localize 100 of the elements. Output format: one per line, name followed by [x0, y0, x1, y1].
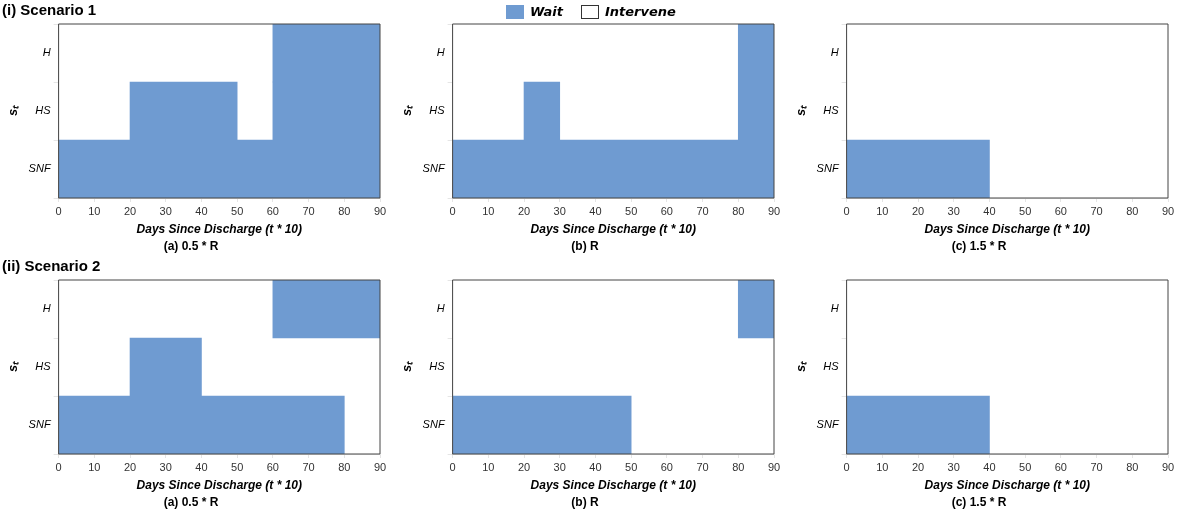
- x-tick-label: 80: [732, 460, 745, 473]
- x-tick-label: 10: [876, 204, 889, 217]
- y-tick-label: H: [42, 302, 51, 315]
- text: (c) 1.5 * R: [951, 495, 1007, 510]
- x-tick-label: 80: [732, 204, 745, 217]
- x-tick-label: 70: [696, 204, 709, 217]
- x-tick-label: 40: [983, 460, 996, 473]
- x-tick-label: 90: [767, 204, 781, 217]
- x-tick-label: 20: [911, 460, 925, 473]
- y-axis-title: sₜ: [793, 360, 809, 373]
- y-tick-label: SNF: [816, 418, 840, 431]
- x-tick-label: 40: [195, 204, 208, 217]
- x-tick-label: 60: [266, 204, 279, 217]
- x-tick-label: 70: [302, 204, 315, 217]
- text: (b) R: [571, 495, 599, 510]
- text: (a) 0.5 * R: [163, 495, 219, 510]
- bar: [272, 280, 380, 339]
- x-tick-label: 20: [911, 204, 925, 217]
- text: (b) R: [571, 239, 599, 254]
- x-tick-label: 40: [983, 204, 996, 217]
- y-tick-label: H: [42, 46, 51, 59]
- x-tick-label: 10: [876, 460, 889, 473]
- x-tick-label: 60: [266, 460, 279, 473]
- text: (c) 1.5 * R: [951, 239, 1007, 254]
- x-tick-label: 40: [195, 460, 208, 473]
- x-tick-label: 20: [123, 460, 137, 473]
- y-axis-title: sₜ: [793, 104, 809, 117]
- y-axis-title: sₜ: [5, 360, 21, 373]
- x-tick-label: 80: [338, 204, 351, 217]
- x-tick-label: 60: [660, 204, 673, 217]
- x-tick-label: 20: [517, 204, 531, 217]
- y-axis-title: sₜ: [5, 104, 21, 117]
- y-tick-label: H: [436, 302, 445, 315]
- x-tick-label: 40: [589, 204, 602, 217]
- x-tick-label: 50: [625, 204, 638, 217]
- x-tick-label: 20: [123, 204, 137, 217]
- y-tick-label: SNF: [422, 162, 446, 175]
- x-tick-label: 10: [482, 460, 495, 473]
- y-tick-label: SNF: [422, 418, 446, 431]
- x-tick-label: 0: [55, 204, 62, 217]
- y-tick-label: SNF: [816, 162, 840, 175]
- text: Intervene: [605, 4, 676, 19]
- x-tick-label: 80: [338, 460, 351, 473]
- x-tick-label: 50: [1019, 204, 1032, 217]
- x-tick-label: 70: [302, 460, 315, 473]
- x-tick-label: 60: [1054, 204, 1067, 217]
- x-tick-label: 80: [1126, 204, 1139, 217]
- y-tick-label: SNF: [28, 418, 52, 431]
- x-tick-label: 60: [660, 460, 673, 473]
- x-tick-label: 0: [55, 460, 62, 473]
- x-axis-title: Days Since Discharge (t * 10): [530, 477, 697, 492]
- y-tick-label: HS: [429, 360, 446, 373]
- y-tick-label: HS: [35, 104, 52, 117]
- y-tick-label: HS: [823, 104, 840, 117]
- y-tick-label: H: [830, 302, 839, 315]
- x-tick-label: 50: [231, 460, 244, 473]
- x-tick-label: 30: [159, 460, 172, 473]
- y-tick-label: SNF: [28, 162, 52, 175]
- y-tick-label: HS: [429, 104, 446, 117]
- x-tick-label: 80: [1126, 460, 1139, 473]
- x-axis-title: Days Since Discharge (t * 10): [924, 221, 1091, 236]
- x-tick-label: 20: [517, 460, 531, 473]
- text: (a) 0.5 * R: [163, 239, 219, 254]
- x-tick-label: 30: [553, 460, 566, 473]
- x-tick-label: 50: [1019, 460, 1032, 473]
- chart-subtitle: (i) Scenario 1: [2, 1, 97, 19]
- x-axis-title: Days Since Discharge (t * 10): [136, 221, 303, 236]
- x-tick-label: 50: [625, 460, 638, 473]
- x-axis-title: Days Since Discharge (t * 10): [530, 221, 697, 236]
- x-axis-title: Days Since Discharge (t * 10): [924, 477, 1091, 492]
- y-tick-label: HS: [823, 360, 840, 373]
- x-tick-label: 70: [1090, 204, 1103, 217]
- x-tick-label: 70: [1090, 460, 1103, 473]
- y-tick-label: HS: [35, 360, 52, 373]
- x-tick-label: 90: [1161, 204, 1175, 217]
- x-tick-label: 0: [843, 204, 850, 217]
- x-tick-label: 10: [88, 460, 101, 473]
- x-tick-label: 90: [373, 204, 387, 217]
- x-tick-label: 60: [1054, 460, 1067, 473]
- x-axis-title: Days Since Discharge (t * 10): [136, 477, 303, 492]
- x-tick-label: 90: [373, 460, 387, 473]
- x-tick-label: 90: [1161, 460, 1175, 473]
- legend-label: Wait: [530, 4, 563, 19]
- x-tick-label: 0: [449, 204, 456, 217]
- x-tick-label: 70: [696, 460, 709, 473]
- x-tick-label: 30: [553, 204, 566, 217]
- y-tick-label: H: [830, 46, 839, 59]
- x-tick-label: 50: [231, 204, 244, 217]
- x-tick-label: 90: [767, 460, 781, 473]
- x-tick-label: 0: [843, 460, 850, 473]
- x-tick-label: 10: [482, 204, 495, 217]
- y-axis-title: sₜ: [399, 360, 415, 373]
- x-tick-label: 30: [947, 460, 960, 473]
- x-tick-label: 30: [947, 204, 960, 217]
- y-tick-label: H: [436, 46, 445, 59]
- x-tick-label: 30: [159, 204, 172, 217]
- chart-subtitle: (ii) Scenario 2: [2, 257, 101, 275]
- x-tick-label: 10: [88, 204, 101, 217]
- y-axis-title: sₜ: [399, 104, 415, 117]
- x-tick-label: 40: [589, 460, 602, 473]
